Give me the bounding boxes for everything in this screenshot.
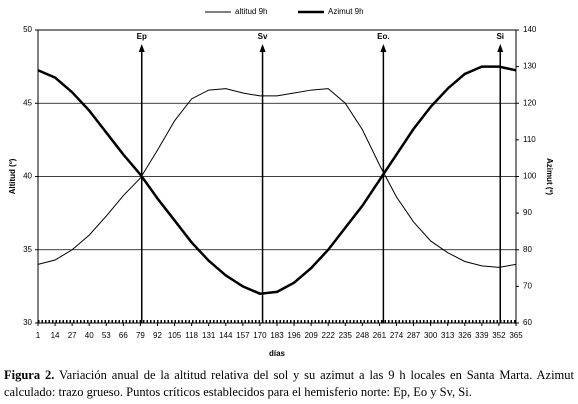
- y2-tick-label: 70: [523, 281, 532, 290]
- x-tick-label: 40: [85, 331, 94, 340]
- y2-axis-label: Azimut (º): [545, 158, 554, 195]
- caption-text: Variación anual de la altitud relativa d…: [4, 368, 575, 399]
- y2-tick-label: 60: [523, 318, 532, 327]
- x-tick-label: 326: [458, 331, 472, 340]
- y-axis-label: Altitud (º): [8, 158, 17, 194]
- x-axis-label: días: [269, 349, 286, 358]
- y-tick-label: 45: [23, 98, 32, 107]
- x-tick-label: 274: [390, 331, 404, 340]
- x-tick-label: 196: [287, 331, 301, 340]
- annotation-label: Sv: [258, 32, 268, 41]
- chart: 30 35 40 45 50 60 70 80 90 100 110 120 130 140 1 14 27 40…: [8, 7, 554, 358]
- x-tick-label: 287: [407, 331, 421, 340]
- annotation-label: Eo.: [377, 32, 389, 41]
- x-tick-label: 352: [492, 331, 506, 340]
- annotation-label: Ep: [137, 32, 147, 41]
- legend-label: altitud 9h: [235, 7, 267, 16]
- x-tick-label: 157: [236, 331, 250, 340]
- y2-tick-label: 90: [523, 208, 532, 217]
- x-tick-label: 27: [68, 331, 77, 340]
- x-tick-label: 339: [475, 331, 489, 340]
- caption-label: Figura 2.: [4, 368, 55, 382]
- x-tick-label: 118: [185, 331, 198, 340]
- x-tick-label: 313: [441, 331, 455, 340]
- series-line: [37, 65, 517, 295]
- y-tick-label: 30: [23, 318, 32, 327]
- x-tick-label: 261: [373, 331, 387, 340]
- x-tick-label: 183: [270, 331, 284, 340]
- y2-tick-label: 140: [523, 25, 537, 34]
- x-tick-label: 144: [219, 331, 233, 340]
- x-tick-label: 14: [51, 331, 60, 340]
- y2-tick-label: 120: [523, 98, 537, 107]
- arrow-head: [380, 44, 387, 52]
- x-tick-label: 300: [424, 331, 438, 340]
- x-tick-label: 131: [202, 331, 216, 340]
- y2-tick-label: 110: [523, 135, 536, 144]
- y-tick-label: 50: [23, 25, 32, 34]
- annotation-label: Si: [496, 32, 504, 41]
- y-tick-label: 40: [23, 172, 32, 181]
- x-tick-label: 170: [253, 331, 267, 340]
- arrow-head: [497, 44, 504, 52]
- legend-label: Azimut 9h: [328, 7, 364, 16]
- y-tick-label: 35: [23, 245, 32, 254]
- series-line: [37, 88, 517, 268]
- caption: Figura 2. Variación anual de la altitud …: [4, 367, 574, 401]
- x-tick-label: 105: [168, 331, 182, 340]
- y2-tick-label: 130: [523, 62, 537, 71]
- x-tick-label: 235: [339, 331, 353, 340]
- x-tick-label: 92: [153, 331, 162, 340]
- y2-tick-label: 80: [523, 245, 532, 254]
- y2-tick-label: 100: [523, 172, 537, 181]
- x-tick-label: 1: [36, 331, 41, 340]
- x-tick-label: 53: [102, 331, 111, 340]
- x-tick-label: 66: [119, 331, 128, 340]
- x-tick-label: 209: [304, 331, 318, 340]
- arrow-head: [138, 44, 145, 52]
- x-tick-label: 248: [356, 331, 370, 340]
- arrow-head: [259, 44, 266, 52]
- x-tick-label: 79: [136, 331, 145, 340]
- x-tick-label: 222: [322, 331, 336, 340]
- x-tick-label: 365: [509, 331, 523, 340]
